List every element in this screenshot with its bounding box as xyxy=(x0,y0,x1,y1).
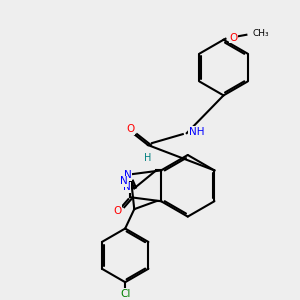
Text: O: O xyxy=(126,124,134,134)
Text: H: H xyxy=(145,154,152,164)
Text: N: N xyxy=(122,182,130,192)
Text: N: N xyxy=(119,176,127,186)
Text: N: N xyxy=(124,170,131,180)
Text: Cl: Cl xyxy=(120,289,130,299)
Text: CH₃: CH₃ xyxy=(252,29,269,38)
Text: O: O xyxy=(113,206,122,216)
Text: O: O xyxy=(230,33,238,43)
Text: NH: NH xyxy=(189,127,204,137)
